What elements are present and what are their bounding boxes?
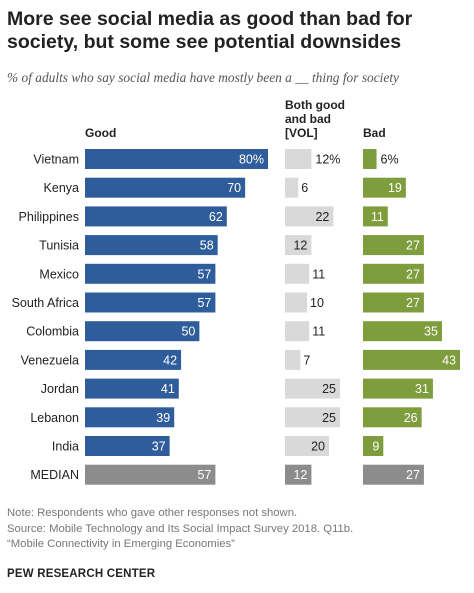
- bar-bad: [363, 321, 442, 342]
- bar-both: [285, 321, 310, 342]
- data-label: 70: [227, 181, 241, 195]
- category-label: Colombia: [26, 325, 79, 339]
- data-label: 12: [293, 239, 307, 253]
- data-label: 11: [312, 325, 325, 339]
- bar-good: [85, 235, 218, 256]
- bar-bad: [363, 292, 424, 313]
- data-label: 58: [200, 239, 214, 253]
- data-label: 35: [424, 325, 438, 339]
- bar-both: [285, 292, 307, 313]
- bar-good: [85, 149, 268, 169]
- category-label: South Africa: [12, 296, 79, 310]
- report-line: “Mobile Connectivity in Emerging Economi…: [7, 538, 235, 550]
- data-label: 25: [322, 411, 336, 425]
- data-label: 37: [152, 440, 166, 454]
- brand-label: PEW RESEARCH CENTER: [7, 568, 156, 580]
- column-header-1: and bad: [285, 112, 331, 126]
- data-label: 57: [197, 267, 211, 281]
- bar-good: [85, 378, 179, 399]
- bar-good: [85, 407, 175, 428]
- column-header-1: [VOL]: [285, 126, 318, 140]
- category-label: Tunisia: [39, 239, 79, 253]
- bar-bad: [363, 206, 388, 227]
- bar-both: [285, 206, 334, 227]
- bar-good: [85, 436, 170, 456]
- bar-good: [85, 464, 216, 485]
- bar-good: [85, 177, 246, 198]
- bar-both: [285, 263, 310, 284]
- category-label: Vietnam: [33, 153, 79, 167]
- bar-bad: [363, 235, 424, 256]
- category-label: Venezuela: [21, 353, 79, 367]
- bar-both: [285, 349, 301, 370]
- data-label: 27: [406, 296, 420, 310]
- data-label: 20: [311, 440, 325, 454]
- data-label: 80%: [239, 153, 264, 167]
- data-label: 26: [404, 411, 418, 425]
- bar-good: [85, 349, 182, 370]
- bar-bad: [363, 177, 406, 198]
- data-label: 57: [197, 468, 211, 482]
- data-label: 27: [406, 267, 420, 281]
- chart-notes: Note: Respondents who gave other respons…: [7, 506, 469, 553]
- data-label: 62: [209, 210, 223, 224]
- data-label: 10: [310, 296, 324, 310]
- bar-both: [285, 378, 340, 399]
- bar-bad: [363, 149, 377, 169]
- category-label: India: [52, 440, 79, 454]
- data-label: 39: [156, 411, 170, 425]
- category-label: Kenya: [44, 181, 79, 195]
- bar-both: [285, 436, 329, 456]
- bar-bad: [363, 464, 424, 485]
- bar-good: [85, 206, 227, 227]
- data-label: 6: [301, 181, 308, 195]
- data-label: 9: [372, 440, 379, 454]
- data-label: 27: [406, 468, 420, 482]
- data-label: 12: [293, 468, 307, 482]
- data-label: 42: [163, 353, 177, 367]
- note-line: Note: Respondents who gave other respons…: [7, 507, 298, 519]
- bar-good: [85, 263, 216, 284]
- data-label: 11: [371, 210, 384, 224]
- column-header-1: Both good: [285, 98, 345, 112]
- category-label: Mexico: [39, 267, 79, 281]
- data-label: 19: [388, 181, 402, 195]
- category-label: Philippines: [19, 210, 79, 224]
- bar-both: [285, 177, 299, 198]
- column-header-2: Bad: [363, 126, 386, 140]
- bar-bad: [363, 407, 422, 428]
- chart-subtitle: % of adults who say social media have mo…: [7, 70, 399, 85]
- bar-good: [85, 321, 200, 342]
- chart-title: More see social media as good than bad f…: [7, 8, 413, 53]
- source-line: Source: Mobile Technology and Its Social…: [7, 522, 354, 535]
- bar-both: [285, 149, 312, 169]
- data-label: 43: [442, 353, 456, 367]
- column-header-0: Good: [85, 126, 116, 140]
- data-label: 7: [303, 353, 310, 367]
- bar-both: [285, 235, 312, 256]
- bar-bad: [363, 436, 384, 456]
- bar-both: [285, 464, 312, 485]
- data-label: 6%: [381, 153, 399, 167]
- bar-bad: [363, 349, 460, 370]
- bar-good: [85, 292, 216, 313]
- data-label: 22: [315, 210, 329, 224]
- bar-bad: [363, 378, 433, 399]
- data-label: 11: [312, 267, 325, 281]
- category-label: MEDIAN: [30, 468, 79, 482]
- category-label: Lebanon: [30, 411, 79, 425]
- data-label: 12%: [315, 153, 340, 167]
- category-label: Jordan: [41, 382, 79, 396]
- bar-both: [285, 407, 340, 428]
- bar-bad: [363, 263, 424, 284]
- data-label: 50: [181, 325, 195, 339]
- data-label: 41: [161, 382, 175, 396]
- data-label: 31: [415, 382, 429, 396]
- data-label: 57: [197, 296, 211, 310]
- data-label: 25: [322, 382, 336, 396]
- data-label: 27: [406, 239, 420, 253]
